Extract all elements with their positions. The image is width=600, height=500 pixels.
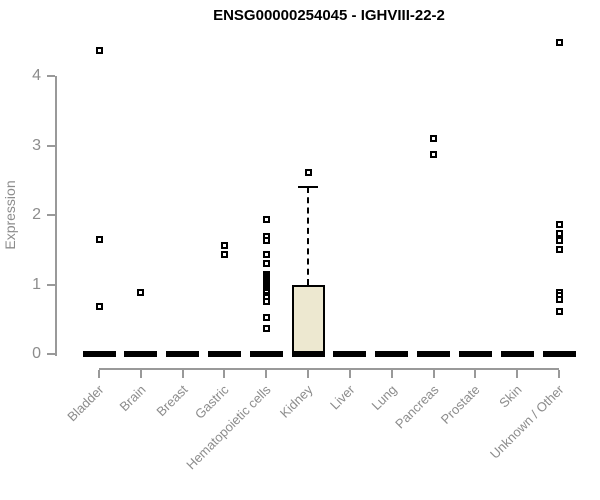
median-bar <box>292 351 325 357</box>
y-tick-label: 4 <box>32 67 41 84</box>
chart-title: ENSG00000254045 - IGHVIII-22-2 <box>213 7 445 24</box>
outlier-point <box>430 151 437 158</box>
box-iqr <box>292 285 325 357</box>
x-axis-tick <box>98 370 100 378</box>
median-bar <box>208 351 241 357</box>
outlier-point <box>263 216 270 223</box>
x-axis-tick <box>516 370 518 378</box>
y-tick-label: 0 <box>32 345 41 362</box>
median-bar <box>166 351 199 357</box>
y-tick-label: 3 <box>32 137 41 154</box>
x-axis-tick <box>140 370 142 378</box>
x-axis-line <box>99 368 559 370</box>
x-axis-tick <box>223 370 225 378</box>
y-axis-tick <box>47 145 55 147</box>
outlier-point <box>263 251 270 258</box>
y-tick-label: 2 <box>32 206 41 223</box>
outlier-point <box>263 260 270 267</box>
y-axis-tick <box>47 75 55 77</box>
median-bar <box>124 351 157 357</box>
outlier-point <box>305 169 312 176</box>
outlier-point <box>221 251 228 258</box>
x-axis-tick <box>265 370 267 378</box>
outlier-point <box>556 308 563 315</box>
outlier-point <box>263 237 270 244</box>
x-axis-tick <box>182 370 184 378</box>
median-bar <box>501 351 534 357</box>
median-bar <box>83 351 116 357</box>
median-bar <box>375 351 408 357</box>
outlier-point <box>556 296 563 303</box>
x-axis-tick <box>307 370 309 378</box>
outlier-point <box>556 221 563 228</box>
x-axis-tick <box>349 370 351 378</box>
outlier-point <box>430 135 437 142</box>
outlier-point <box>556 237 563 244</box>
median-bar <box>417 351 450 357</box>
whisker-cap <box>298 186 318 188</box>
whisker-line <box>307 187 309 285</box>
outlier-point <box>96 47 103 54</box>
outlier-point <box>137 289 144 296</box>
x-axis-tick <box>433 370 435 378</box>
outlier-point <box>556 246 563 253</box>
x-axis-tick <box>474 370 476 378</box>
median-bar <box>459 351 492 357</box>
outlier-point <box>556 39 563 46</box>
y-axis-line <box>55 76 57 356</box>
x-axis-tick <box>391 370 393 378</box>
outlier-point <box>263 298 270 305</box>
outlier-point <box>96 303 103 310</box>
outlier-point <box>96 236 103 243</box>
outlier-point <box>221 242 228 249</box>
y-tick-label: 1 <box>32 276 41 293</box>
median-bar <box>250 351 283 357</box>
median-bar <box>543 351 576 357</box>
y-axis-tick <box>47 284 55 286</box>
outlier-point <box>556 230 563 237</box>
median-bar <box>333 351 366 357</box>
outlier-point <box>263 325 270 332</box>
outlier-point <box>263 314 270 321</box>
y-axis-tick <box>47 353 55 355</box>
y-axis-tick <box>47 214 55 216</box>
x-axis-tick <box>558 370 560 378</box>
